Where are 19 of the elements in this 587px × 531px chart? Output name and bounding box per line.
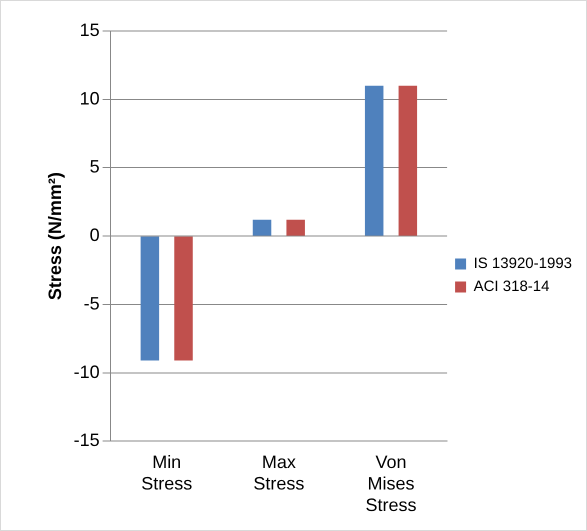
bar [286, 220, 305, 236]
y-tick-label: -15 [74, 430, 100, 450]
bar [398, 86, 418, 236]
x-tick-label: Min Stress [141, 452, 192, 494]
bar [252, 220, 272, 236]
bar [174, 236, 193, 361]
legend-label: ACI 318-14 [474, 278, 550, 296]
y-tick-label: 5 [90, 156, 100, 177]
y-axis-title: Stress (N/mm²) [44, 172, 65, 300]
x-tick-label: Von Mises Stress [366, 452, 417, 516]
y-tick-label: -5 [84, 293, 100, 314]
y-tick-label: 0 [90, 225, 100, 246]
x-tick-label: Max Stress [253, 452, 304, 494]
y-tick-label: 10 [80, 88, 100, 108]
y-tick-label: -10 [74, 362, 100, 382]
y-tick-label: 15 [80, 20, 100, 40]
bar [364, 86, 384, 236]
legend-label: IS 13920-1993 [474, 255, 572, 272]
bar [140, 236, 160, 361]
